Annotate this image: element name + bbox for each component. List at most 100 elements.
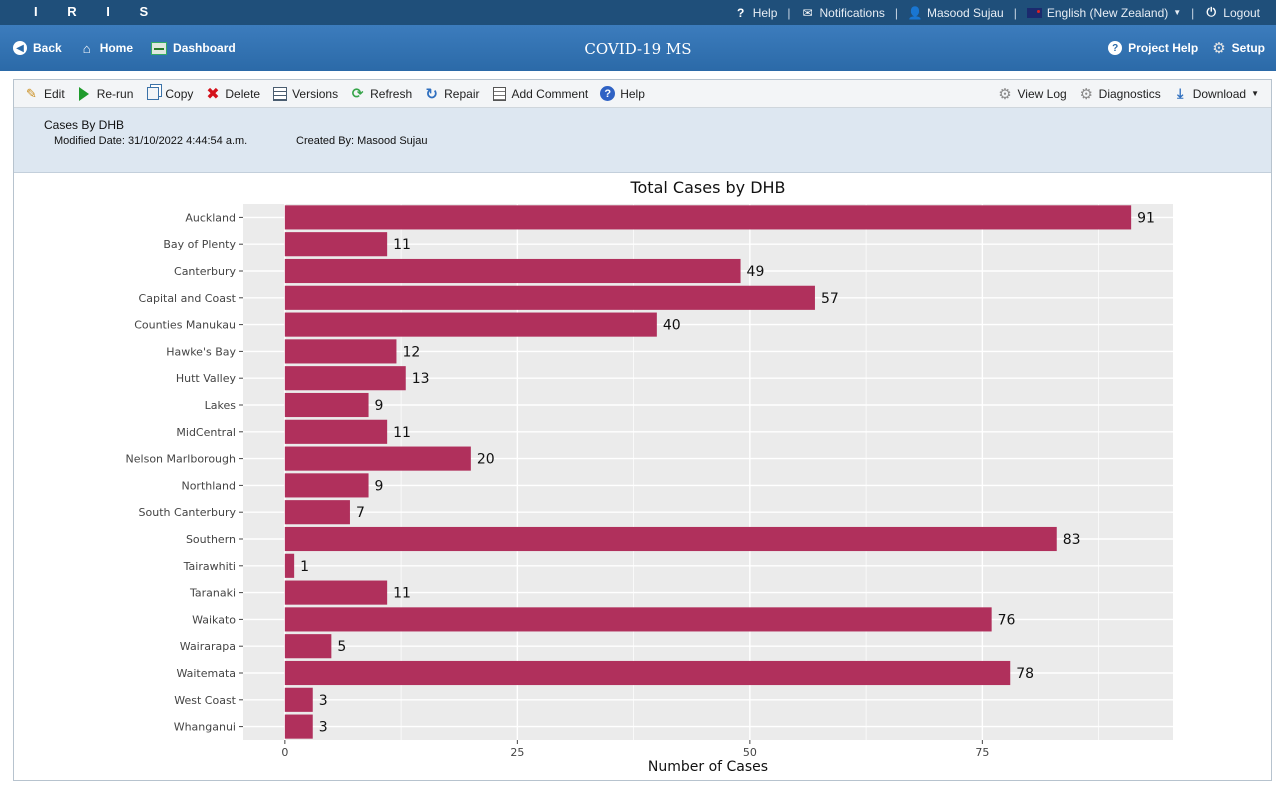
download-icon: ⤓ [1177, 85, 1184, 101]
report-meta: Cases By DHB Modified Date: 31/10/2022 4… [14, 108, 1271, 173]
bar [284, 339, 397, 364]
bar [284, 446, 471, 471]
notifications-link[interactable]: ✉ Notifications [791, 6, 895, 20]
help-label: Help [752, 5, 778, 20]
chart-title: Total Cases by DHB [629, 178, 785, 197]
dashboard-button[interactable]: Dashboard [144, 41, 243, 55]
y-tick-label: Northland [181, 479, 236, 492]
copy-label: Copy [165, 86, 194, 101]
user-menu[interactable]: 👤 Masood Sujau [898, 6, 1014, 20]
data-label: 3 [319, 693, 328, 709]
bar [284, 312, 657, 337]
data-label: 20 [477, 452, 495, 468]
data-label: 7 [356, 505, 365, 521]
y-tick-label: South Canterbury [139, 506, 237, 519]
setup-label: Setup [1231, 41, 1265, 55]
bar [284, 526, 1057, 552]
bar [284, 473, 369, 498]
y-tick-label: Wairarapa [180, 640, 236, 653]
language-label: English (New Zealand) [1046, 5, 1169, 20]
refresh-button[interactable]: ⟳ Refresh [344, 82, 418, 106]
report-title: Cases By DHB [44, 118, 125, 132]
view-log-label: View Log [1017, 86, 1067, 101]
divider: | [787, 5, 791, 20]
help-link[interactable]: ? Help [724, 6, 788, 20]
bar [284, 392, 369, 418]
y-tick-label: Southern [186, 533, 236, 546]
chevron-down-icon: ▼ [1251, 89, 1259, 98]
delete-button[interactable]: ✖ Delete [199, 82, 266, 106]
data-label: 76 [998, 612, 1016, 628]
x-axis-title: Number of Cases [648, 759, 768, 775]
y-tick-label: Whanganui [174, 721, 236, 734]
diagnostics-gear-icon: ⚙ [1079, 85, 1093, 103]
x-tick-label: 75 [975, 746, 989, 759]
bar [284, 553, 295, 578]
diagnostics-button[interactable]: ⚙ Diagnostics [1073, 82, 1167, 106]
envelope-icon: ✉ [802, 5, 813, 20]
data-label: 9 [375, 398, 384, 414]
back-button[interactable]: ◀ Back [6, 41, 69, 55]
nav-left: ◀ Back ⌂ Home Dashboard [6, 25, 243, 71]
data-label: 57 [821, 291, 839, 307]
back-arrow-icon: ◀ [13, 41, 27, 55]
project-help-label: Project Help [1128, 41, 1199, 55]
data-label: 78 [1016, 666, 1034, 682]
help-circle-icon: ? [1108, 41, 1123, 55]
add-comment-label: Add Comment [511, 86, 589, 101]
data-label: 13 [412, 371, 430, 387]
setup-button[interactable]: ⚙ Setup [1205, 39, 1272, 57]
home-label: Home [99, 41, 134, 55]
y-tick-label: Nelson Marlborough [126, 453, 236, 466]
copy-icon [145, 86, 160, 101]
home-button[interactable]: ⌂ Home [73, 41, 140, 56]
nav-right: ? Project Help ⚙ Setup [1101, 25, 1272, 71]
y-tick-label: Waikato [192, 613, 236, 626]
refresh-icon: ⟳ [351, 85, 364, 101]
repair-button[interactable]: ↻ Repair [418, 82, 485, 106]
repair-icon: ↻ [425, 85, 438, 103]
bar [284, 660, 1011, 686]
top-nav: ? Help | ✉ Notifications | 👤 Masood Suja… [724, 0, 1270, 25]
copy-button[interactable]: Copy [139, 82, 199, 106]
y-tick-label: West Coast [174, 694, 236, 707]
bar [284, 500, 350, 525]
y-tick-label: Canterbury [174, 265, 236, 278]
bar [284, 580, 388, 605]
edit-label: Edit [44, 86, 65, 101]
modified-date: Modified Date: 31/10/2022 4:44:54 a.m. [54, 135, 248, 147]
logout-link[interactable]: ⏻ Logout [1194, 5, 1270, 20]
data-label: 1 [300, 559, 309, 575]
bar [284, 607, 992, 632]
user-icon: 👤 [907, 5, 923, 20]
edit-button[interactable]: ✎ Edit [18, 82, 71, 106]
view-log-button[interactable]: ⚙ View Log [992, 82, 1073, 106]
refresh-label: Refresh [370, 86, 413, 101]
toolbar-left: ✎ Edit Re-run Copy ✖ Delete Versions ⟳ [14, 82, 651, 106]
download-label: Download [1192, 86, 1247, 101]
project-help-button[interactable]: ? Project Help [1101, 41, 1205, 55]
bar [284, 419, 388, 444]
user-name: Masood Sujau [927, 5, 1004, 20]
log-gear-icon: ⚙ [998, 85, 1012, 103]
report-toolbar: ✎ Edit Re-run Copy ✖ Delete Versions ⟳ [14, 80, 1271, 108]
divider: | [1013, 5, 1017, 20]
data-label: 11 [393, 237, 411, 253]
y-tick-label: Bay of Plenty [163, 238, 236, 251]
versions-button[interactable]: Versions [266, 82, 344, 106]
add-comment-button[interactable]: Add Comment [486, 82, 595, 106]
data-label: 11 [393, 586, 411, 602]
help-circle-icon: ? [600, 86, 616, 101]
nz-flag-icon [1026, 7, 1042, 18]
bar [284, 634, 332, 659]
data-label: 49 [747, 264, 765, 280]
y-tick-label: Capital and Coast [139, 292, 237, 305]
download-button[interactable]: ⤓ Download ▼ [1167, 82, 1265, 106]
rerun-button[interactable]: Re-run [71, 82, 140, 106]
language-selector[interactable]: English (New Zealand) ▼ [1017, 6, 1191, 20]
x-tick-label: 50 [743, 746, 757, 759]
help-button[interactable]: ? Help [594, 82, 651, 106]
bar [284, 687, 313, 712]
toolbar-help-label: Help [620, 86, 645, 101]
